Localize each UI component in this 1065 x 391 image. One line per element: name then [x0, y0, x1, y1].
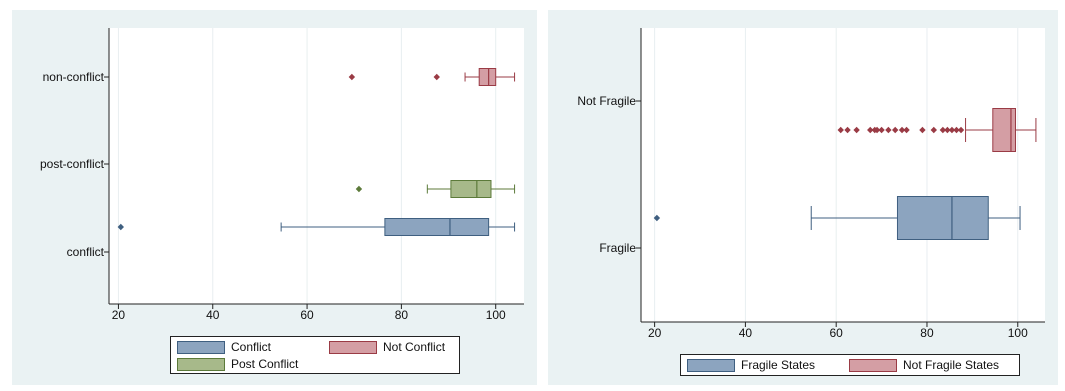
x-tick-label-20: 20: [112, 308, 126, 322]
legend-label-not-conflict: Not Conflict: [383, 340, 445, 354]
conflict-legend: Conflict Not Conflict Post Conflict: [170, 336, 460, 374]
iqr-box-not-conflict: [479, 69, 496, 86]
legend-swatch-not-conflict: [329, 341, 377, 354]
legend-label-post-conflict: Post Conflict: [231, 357, 298, 371]
category-label-non-conflict: non-conflict: [43, 70, 105, 84]
legend-label-not-fragile-states: Not Fragile States: [903, 358, 999, 372]
legend-label-conflict: Conflict: [231, 340, 271, 354]
x-tick-label-40: 40: [206, 308, 220, 322]
category-label-not-fragile: Not Fragile: [577, 94, 636, 108]
legend-swatch-conflict: [177, 341, 225, 354]
iqr-box-not-fragile-states: [993, 109, 1016, 152]
legend-swatch-post-conflict: [177, 358, 225, 371]
plot-area: [641, 28, 1045, 322]
iqr-box-fragile-states: [897, 197, 988, 240]
category-label-conflict: conflict: [67, 245, 105, 259]
x-tick-label-60: 60: [300, 308, 314, 322]
iqr-box-conflict: [385, 219, 489, 236]
x-tick-label-100: 100: [486, 308, 506, 322]
x-tick-label-20: 20: [648, 326, 662, 340]
fragility-legend: Fragile States Not Fragile States: [680, 354, 1020, 376]
conflict-boxplot-chart: 20 40 60 80 100 non-conflict post-conflict conf…: [12, 10, 537, 340]
x-tick-label-40: 40: [739, 326, 753, 340]
category-label-fragile: Fragile: [599, 241, 636, 255]
x-tick-label-60: 60: [830, 326, 844, 340]
legend-swatch-fragile-states: [687, 359, 735, 372]
legend-item-not-conflict: Not Conflict: [329, 340, 445, 354]
fragility-boxplot-chart: 20 40 60 80 100 Not Fragile Fragile: [548, 10, 1058, 355]
legend-label-fragile-states: Fragile States: [741, 358, 815, 372]
legend-swatch-not-fragile-states: [849, 359, 897, 372]
iqr-box-post-conflict: [451, 181, 491, 198]
plot-area: [109, 28, 524, 304]
legend-item-not-fragile-states: Not Fragile States: [849, 358, 999, 372]
x-tick-label-80: 80: [395, 308, 409, 322]
legend-item-conflict: Conflict: [177, 340, 271, 354]
x-tick-label-100: 100: [1008, 326, 1028, 340]
legend-item-post-conflict: Post Conflict: [177, 357, 298, 371]
fragility-boxplot-panel: 20 40 60 80 100 Not Fragile Fragile Fragile St…: [548, 10, 1058, 385]
x-tick-label-80: 80: [920, 326, 934, 340]
conflict-boxplot-panel: 20 40 60 80 100 non-conflict post-conflict conf…: [12, 10, 537, 385]
category-label-post-conflict: post-conflict: [40, 157, 105, 171]
legend-item-fragile-states: Fragile States: [687, 358, 815, 372]
